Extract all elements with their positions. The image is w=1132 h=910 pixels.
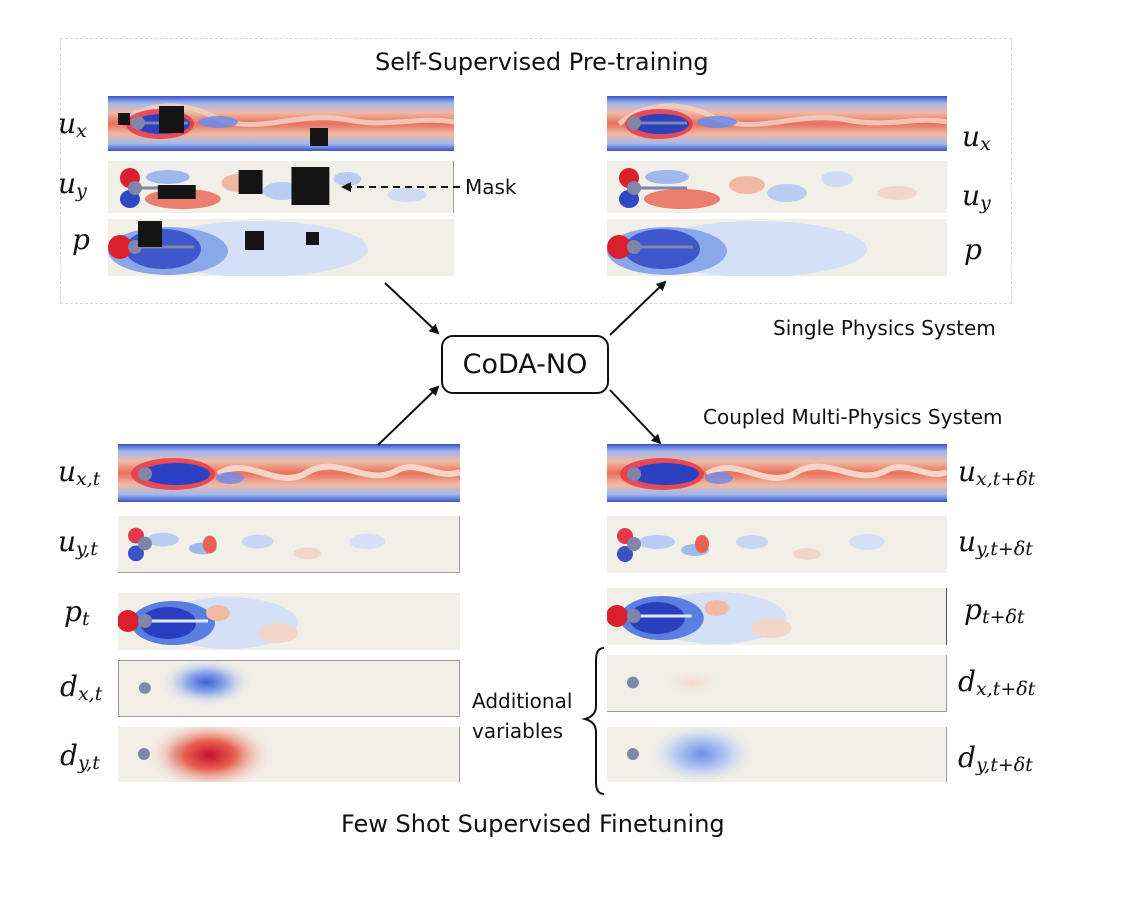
var-label-ux: ux [58, 107, 87, 142]
var-label-uy-t-next: uy,t+δt [958, 525, 1033, 560]
field-panel-dx-t-next [607, 655, 947, 712]
var-label-dx-t: dx,t [60, 670, 103, 705]
coupled-physics-title: Coupled Multi-Physics System [703, 405, 1003, 429]
var-label-p: p [72, 223, 90, 256]
var-label-ux-out: ux [962, 120, 991, 155]
model-label: CoDA-NO [462, 349, 588, 380]
field-panel-ux-reconstructed [607, 96, 947, 151]
field-panel-ux-t-next [607, 444, 947, 502]
field-panel-dy-t [118, 727, 460, 782]
field-panel-dy-t-next [607, 727, 947, 782]
field-panel-ux-masked [108, 96, 454, 151]
var-label-uy: uy [58, 167, 87, 202]
additional-line-1: Additional [472, 689, 573, 713]
var-label-ux-t-next: ux,t+δt [958, 455, 1036, 490]
field-panel-ux-t [118, 444, 460, 502]
arrow-finetune-input-to-model [377, 385, 440, 446]
field-panel-uy-t-next [607, 516, 947, 573]
field-panel-p-t-next [607, 588, 947, 645]
var-label-p-out: p [964, 233, 982, 266]
single-physics-title: Single Physics System [773, 316, 996, 340]
additional-variables-brace [581, 647, 605, 795]
field-panel-p-reconstructed [607, 219, 947, 276]
arrow-model-to-finetune-output [609, 389, 662, 445]
pretraining-title: Self-Supervised Pre-training [375, 48, 709, 76]
var-label-dx-t-next: dx,t+δt [958, 665, 1036, 700]
additional-variables-label: Additional variables [472, 686, 572, 746]
var-label-uy-t: uy,t [58, 525, 98, 560]
var-label-p-t-next: pt+δt [964, 593, 1025, 628]
finetuning-title: Few Shot Supervised Finetuning [341, 810, 725, 838]
field-panel-uy-t [118, 516, 460, 573]
var-label-dy-t: dy,t [60, 739, 100, 774]
var-label-dy-t-next: dy,t+δt [958, 741, 1033, 776]
field-panel-p-masked [108, 219, 454, 276]
pretraining-region [60, 38, 1012, 304]
field-panel-uy-reconstructed [607, 161, 947, 213]
field-panel-p-t [118, 593, 460, 650]
var-label-p-t: pt [64, 595, 90, 630]
field-panel-dx-t [118, 660, 460, 717]
mask-label: Mask [465, 175, 517, 199]
coda-no-model-box: CoDA-NO [441, 335, 609, 394]
var-label-uy-out: uy [962, 179, 991, 214]
additional-line-2: variables [472, 719, 564, 743]
field-panel-uy-masked [108, 161, 454, 213]
var-label-ux-t: ux,t [58, 455, 101, 490]
